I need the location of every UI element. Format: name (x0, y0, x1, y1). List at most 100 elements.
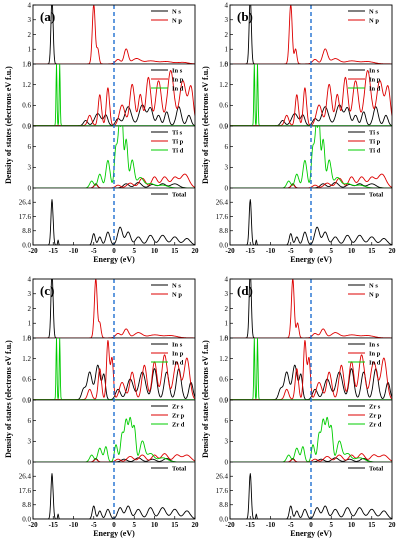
x-tick-label: -20 (225, 247, 235, 255)
series-line (230, 104, 392, 126)
y-tick-label: 0.0 (22, 122, 31, 130)
x-axis: -20 -15 -10 -5 0 5 10 15 20 Energy (eV) (225, 516, 396, 538)
y-tick-label: 9 (28, 122, 32, 130)
legend-label: In p (172, 350, 184, 357)
y-tick-label: 0.0 (22, 396, 31, 404)
y-tick-label: 1 (28, 46, 32, 54)
dos-subplot: 0.0 0.6 1.2 1.8 In s In p In d (219, 334, 392, 404)
y-tick-label: 1.2 (22, 355, 31, 363)
y-tick-label: 3 (28, 290, 32, 298)
y-tick-label: 0 (28, 60, 32, 68)
legend: Total (151, 465, 186, 472)
x-tick-label: 15 (171, 247, 179, 255)
x-tick-label: 15 (368, 247, 376, 255)
y-tick-label: 0 (225, 60, 229, 68)
legend-label: Ti s (172, 129, 183, 136)
y-tick-label: 3 (225, 438, 229, 446)
y-tick-label: 0 (225, 184, 229, 192)
y-tick-label: 9 (28, 396, 32, 404)
dos-subplot: 0.0 0.6 1.2 1.8 In s In p In d (22, 60, 195, 130)
dos-subplot: 0.0 0.6 1.2 1.8 In s In p In d (219, 60, 392, 130)
y-tick-label: 0.0 (219, 241, 228, 249)
y-tick-label: 2 (28, 305, 32, 313)
legend-label: Zr d (369, 421, 382, 428)
legend-label: Zr p (369, 412, 382, 419)
y-tick-label: 4 (28, 275, 32, 283)
legend-label: N s (369, 282, 378, 289)
y-tick-label: 6 (28, 143, 32, 151)
y-tick-label: 0.6 (219, 376, 228, 384)
y-tick-label: 0.0 (219, 515, 228, 523)
series-group (33, 64, 195, 126)
legend-label: Ti p (172, 138, 184, 145)
dos-subplot: 0.0 8.8 17.6 26.4 Total (19, 191, 195, 249)
y-axis-label: Density of states (electrons eV f.u.) (4, 66, 13, 184)
y-tick-label: 2 (225, 305, 229, 313)
legend-label: Total (172, 191, 186, 198)
y-axis-label: Density of states (electrons eV f.u.) (4, 340, 13, 458)
legend-label: Ti d (172, 147, 184, 154)
y-tick-label: 0.0 (22, 515, 31, 523)
legend: Zr s Zr p Zr d (151, 403, 185, 428)
y-tick-label: 17.6 (216, 487, 229, 495)
x-tick-label: 15 (368, 521, 376, 529)
legend: In s In p In d (348, 67, 381, 92)
y-tick-label: 0.0 (219, 396, 228, 404)
y-tick-label: 8.8 (219, 501, 228, 509)
y-tick-label: 26.4 (19, 199, 32, 207)
x-tick-label: -5 (288, 521, 294, 529)
legend: Total (348, 191, 383, 198)
x-axis-label: Energy (eV) (290, 529, 332, 538)
x-tick-label: -20 (225, 521, 235, 529)
x-tick-label: 20 (192, 521, 200, 529)
legend-label: In s (172, 341, 183, 348)
dos-subplot: 0.0 8.8 17.6 26.4 Total (19, 465, 195, 523)
dos-panel-2: 0 1 2 3 4 N s N p 0.0 0.6 1.2 1.8 In s In p In d 0 3 6 9 Z… (4, 275, 199, 538)
legend: Zr s Zr p Zr d (348, 403, 382, 428)
legend: Total (151, 191, 186, 198)
y-tick-label: 9 (225, 122, 229, 130)
x-tick-label: -5 (91, 247, 97, 255)
legend: In s In p In d (348, 341, 381, 366)
x-axis: -20 -15 -10 -5 0 5 10 15 20 Energy (eV) (28, 242, 199, 264)
x-axis: -20 -15 -10 -5 0 5 10 15 20 Energy (eV) (28, 516, 199, 538)
legend-label: In d (172, 359, 184, 366)
legend: N s N p (348, 282, 379, 298)
legend-label: In d (172, 85, 184, 92)
legend: N s N p (348, 8, 379, 24)
legend: Ti s Ti p Ti d (151, 129, 184, 154)
y-tick-label: 1.2 (22, 81, 31, 89)
x-tick-label: 0 (309, 521, 313, 529)
x-tick-label: -15 (246, 247, 256, 255)
y-tick-label: 8.8 (219, 227, 228, 235)
legend-label: In s (172, 67, 183, 74)
y-tick-label: 1 (28, 320, 32, 328)
y-tick-label: 1.2 (219, 81, 228, 89)
y-tick-label: 2 (28, 31, 32, 39)
y-tick-label: 3 (28, 438, 32, 446)
panel-grid: 0 1 2 3 4 N s N p 0.0 0.6 1.2 1.8 In s In p In d 0 3 6 9 T… (4, 1, 396, 538)
x-tick-label: 0 (112, 247, 116, 255)
legend-label: Total (369, 191, 383, 198)
x-tick-label: 5 (133, 247, 137, 255)
dos-panel-1: 0 1 2 3 4 N s N p 0.0 0.6 1.2 1.8 In s In p In d 0 3 6 9 T… (201, 1, 396, 264)
series-line (230, 64, 392, 126)
y-tick-label: 8.8 (22, 227, 31, 235)
panel-label: (b) (237, 9, 253, 24)
x-tick-label: -15 (49, 521, 59, 529)
x-tick-label: -10 (266, 247, 276, 255)
dos-subplot: 0 3 6 9 Zr s Zr p Zr d (28, 396, 195, 466)
y-tick-label: 1.8 (219, 60, 228, 68)
y-tick-label: 6 (28, 417, 32, 425)
x-tick-label: -10 (266, 521, 276, 529)
y-tick-label: 26.4 (19, 473, 32, 481)
series-line (33, 64, 195, 126)
y-tick-label: 26.4 (216, 473, 229, 481)
x-tick-label: 15 (171, 521, 179, 529)
y-tick-label: 0.6 (22, 376, 31, 384)
legend-label: N s (369, 8, 378, 15)
legend-label: In p (172, 76, 184, 83)
y-tick-label: 26.4 (216, 199, 229, 207)
x-tick-label: 10 (348, 247, 356, 255)
panel-label: (c) (40, 283, 54, 298)
